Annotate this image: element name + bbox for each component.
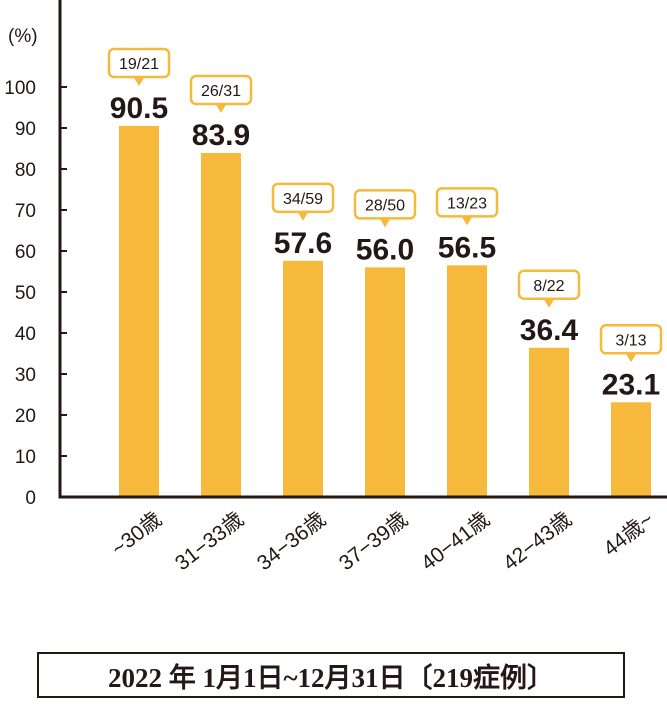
callout-ratio-label: 19/21 bbox=[119, 56, 159, 73]
callout-ratio-label: 3/13 bbox=[615, 332, 646, 349]
ratio-callout: 8/22 bbox=[517, 269, 581, 308]
callout-pointer bbox=[625, 352, 637, 363]
bar bbox=[201, 153, 241, 497]
bar bbox=[611, 402, 651, 497]
bar bbox=[529, 347, 569, 497]
x-category-label: 37−39歳 bbox=[335, 508, 412, 575]
ratio-callout: 26/31 bbox=[189, 74, 253, 114]
y-tick-label: 80 bbox=[15, 160, 36, 181]
y-tick-label: 90 bbox=[15, 119, 36, 140]
y-tick-label: 50 bbox=[15, 283, 36, 304]
period-caption-text: 2022 年 1月1日~12月31日〔219症例〕 bbox=[107, 662, 555, 693]
bars bbox=[119, 125, 651, 497]
callout-ratio-label: 8/22 bbox=[533, 278, 564, 295]
bar-value-label: 36.4 bbox=[520, 314, 579, 347]
callout-pointer bbox=[133, 75, 145, 86]
callout-pointer bbox=[215, 103, 227, 114]
x-category-label: 34−36歳 bbox=[253, 508, 330, 575]
value-labels: 90.5 83.9 57.6 56.0 56.5 36.4 23.1 bbox=[110, 92, 660, 401]
bar bbox=[283, 260, 323, 497]
callout-ratio-label: 34/59 bbox=[283, 191, 323, 208]
ratio-callout: 28/50 bbox=[353, 189, 417, 228]
y-tick-label: 0 bbox=[25, 488, 36, 509]
y-tick-label: 10 bbox=[15, 447, 36, 468]
period-caption: 2022 年 1月1日~12月31日〔219症例〕 bbox=[37, 652, 625, 698]
x-category-label: 40−41歳 bbox=[417, 508, 494, 575]
callout-pointer bbox=[297, 210, 309, 221]
bar bbox=[447, 265, 487, 497]
y-tick-label: 30 bbox=[15, 365, 36, 386]
bar-value-label: 83.9 bbox=[192, 119, 250, 152]
callout-pointer bbox=[543, 297, 555, 308]
ratio-callout: 3/13 bbox=[599, 324, 663, 363]
bar-chart: (%) 0 10 20 30 40 50 60 70 80 90 100 19/21 26/31 34/… bbox=[4, 0, 667, 575]
y-tick-label: 40 bbox=[15, 324, 36, 345]
y-tick-label: 100 bbox=[4, 78, 36, 99]
callout-ratio-label: 26/31 bbox=[201, 83, 241, 100]
bar-value-label: 56.0 bbox=[356, 233, 414, 266]
y-tick-label: 20 bbox=[15, 406, 36, 427]
x-axis-categories: ~30歳 31−33歳 34−36歳 37−39歳 40−41歳 42−43歳 44歳~ bbox=[107, 508, 658, 575]
callout-ratio-label: 28/50 bbox=[365, 197, 405, 214]
bar-value-label: 23.1 bbox=[602, 368, 660, 401]
x-category-label: ~30歳 bbox=[107, 508, 166, 561]
x-category-label: 42−43歳 bbox=[499, 508, 576, 575]
bar-value-label: 90.5 bbox=[110, 92, 168, 125]
x-category-label: 31−33歳 bbox=[171, 508, 248, 575]
ratio-callout: 19/21 bbox=[107, 47, 171, 86]
ratio-callout: 13/23 bbox=[435, 187, 499, 226]
y-tick-label: 70 bbox=[15, 201, 36, 222]
callout-pointer bbox=[461, 215, 473, 226]
bar-value-label: 56.5 bbox=[438, 231, 496, 264]
callout-pointer bbox=[379, 217, 391, 228]
bar bbox=[119, 125, 159, 497]
ratio-callout: 34/59 bbox=[271, 182, 335, 221]
y-axis-ticks: 0 10 20 30 40 50 60 70 80 90 100 bbox=[4, 78, 67, 509]
bar bbox=[365, 267, 405, 497]
callout-ratio-label: 13/23 bbox=[447, 195, 487, 212]
bar-value-label: 57.6 bbox=[274, 227, 332, 260]
x-category-label: 44歳~ bbox=[599, 508, 658, 561]
ratio-callouts: 19/21 26/31 34/59 28/50 13/23 8/22 3/13 bbox=[107, 47, 663, 363]
y-axis-unit-label: (%) bbox=[8, 26, 38, 47]
y-tick-label: 60 bbox=[15, 242, 36, 263]
